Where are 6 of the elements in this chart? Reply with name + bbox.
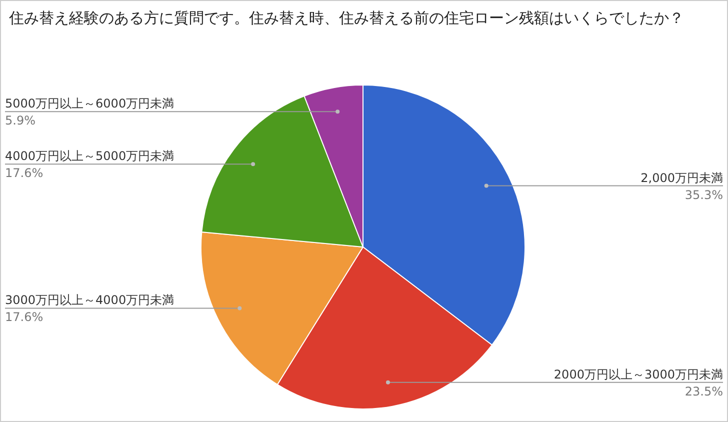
chart-title: 住み替え経験のある方に質問です。住み替え時、住み替える前の住宅ローン残額はいくらでしたか？ [9,9,685,28]
label: 4000万円以上～5000万円未満 17.6% [5,149,174,180]
label: 5000万円以上～6000万円未満 5.9% [5,96,174,128]
label: 2000万円以上～3000万円未満 23.5% [554,367,723,398]
label: 2,000万円未満 35.3% [640,170,723,202]
label: 3000万円以上～4000万円未満 17.6% [5,293,174,324]
